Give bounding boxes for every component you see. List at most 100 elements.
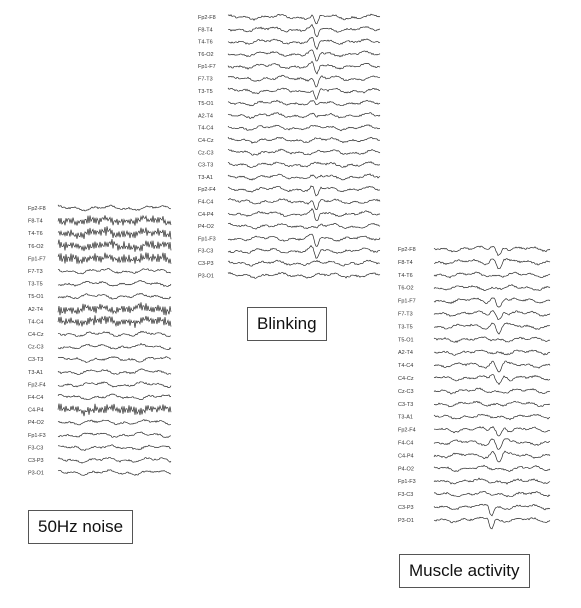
channel-label: T3-A1 <box>28 370 43 376</box>
channel-label: C4-Cz <box>28 332 44 338</box>
eeg-trace <box>57 393 172 401</box>
channel-label: P4-O2 <box>398 466 414 472</box>
channel-label: F3-C3 <box>198 249 213 255</box>
channel-label: Fp2-F4 <box>28 382 46 388</box>
caption-50hz-noise: 50Hz noise <box>28 510 134 544</box>
channel-label: Cz-C3 <box>28 345 44 351</box>
eeg-trace <box>227 245 381 259</box>
eeg-trace <box>227 136 381 144</box>
channel-label: F8-T4 <box>28 219 43 225</box>
channel-label: F7-T3 <box>28 269 43 275</box>
eeg-trace <box>57 444 172 451</box>
eeg-trace <box>57 268 172 275</box>
channel-label: C4-Cz <box>198 138 214 144</box>
channel-label: F7-T3 <box>198 77 213 83</box>
channel-label: C4-P4 <box>28 408 44 414</box>
eeg-trace <box>227 161 381 168</box>
channel-label: P3-O1 <box>398 518 414 524</box>
eeg-trace <box>433 374 551 386</box>
channel-label: C3-T3 <box>198 163 213 169</box>
eeg-trace <box>227 173 381 181</box>
channel-label: T3-T5 <box>28 282 43 288</box>
eeg-trace <box>57 238 172 253</box>
channel-label: T4-C4 <box>198 126 213 132</box>
eeg-trace <box>57 342 172 350</box>
channel-label: Fp1-F3 <box>28 433 46 439</box>
channel-label: C4-P4 <box>198 212 214 218</box>
channel-label: T4-T6 <box>28 231 43 237</box>
eeg-trace <box>433 438 551 450</box>
eeg-traces-muscle-activity: Fp2-F8 F8-T4 T4-T6 T6-O2 Fp1-F7 F7-T3 T3-T5 T5-… <box>398 245 551 530</box>
channel-label: Fp2-F8 <box>198 15 216 21</box>
eeg-trace <box>227 74 381 88</box>
eeg-trace <box>227 259 381 267</box>
eeg-panel-50hz-noise: Fp2-F8 F8-T4 T4-T6 T6-O2 Fp1-F7 F7-T3 T3-T5 T5-… <box>28 198 173 488</box>
eeg-trace <box>57 280 172 287</box>
channel-label: T5-O1 <box>398 337 414 343</box>
channel-label: C4-P4 <box>398 453 414 459</box>
eeg-trace <box>57 456 172 464</box>
channel-label: Fp1-F3 <box>398 479 416 485</box>
eeg-trace <box>57 302 172 316</box>
channel-label: C3-T3 <box>28 357 43 363</box>
channel-label: C3-P3 <box>398 505 414 511</box>
channel-label: Fp2-F8 <box>398 247 416 253</box>
eeg-trace <box>57 419 172 426</box>
eeg-trace <box>433 258 551 270</box>
eeg-trace <box>433 450 551 463</box>
channel-label: T4-C4 <box>398 363 413 369</box>
eeg-trace <box>433 490 551 498</box>
eeg-trace <box>433 360 551 373</box>
channel-label: C3-T3 <box>398 402 413 408</box>
eeg-trace <box>227 23 381 38</box>
channel-label: F7-T3 <box>398 312 413 318</box>
channel-label: Fp2-F4 <box>398 428 416 434</box>
channel-label: T4-T6 <box>198 40 213 46</box>
channel-label: T5-O1 <box>198 101 214 107</box>
eeg-trace <box>227 148 381 156</box>
eeg-trace <box>227 99 381 107</box>
eeg-panel-blinking: Fp2-F8 F8-T4 T4-T6 T6-O2 Fp1-F7 F7-T3 T3-T5 T5-… <box>198 8 383 290</box>
channel-label: Fp2-F8 <box>28 206 46 212</box>
channel-label: P4-O2 <box>198 224 214 230</box>
eeg-trace <box>57 315 172 328</box>
channel-label: C3-P3 <box>28 458 44 464</box>
eeg-trace <box>227 233 381 247</box>
channel-label: F4-C4 <box>28 395 43 401</box>
channel-label: F8-T4 <box>398 260 413 266</box>
eeg-trace <box>57 356 172 363</box>
eeg-trace <box>433 284 551 291</box>
channel-label: Cz-C3 <box>198 150 214 156</box>
channel-label: T6-O2 <box>28 244 44 250</box>
channel-label: C4-Cz <box>398 376 414 382</box>
eeg-trace <box>227 185 381 197</box>
eeg-trace <box>57 431 172 438</box>
channel-label: F3-C3 <box>398 492 413 498</box>
eeg-trace <box>57 226 172 240</box>
channel-label: A2-T4 <box>398 350 413 356</box>
eeg-trace <box>227 49 381 62</box>
eeg-trace <box>433 413 551 421</box>
channel-label: F8-T4 <box>198 27 213 33</box>
eeg-trace <box>227 112 381 119</box>
eeg-trace <box>57 368 172 375</box>
channel-label: C3-P3 <box>198 261 214 267</box>
channel-label: Cz-C3 <box>398 389 414 395</box>
channel-label: T6-O2 <box>198 52 214 58</box>
channel-label: P3-O1 <box>28 471 44 477</box>
eeg-panel-muscle-activity: Fp2-F8 F8-T4 T4-T6 T6-O2 Fp1-F7 F7-T3 T3-T5 T5-… <box>398 242 553 538</box>
channel-label: Fp1-F7 <box>28 256 46 262</box>
eeg-trace <box>227 37 381 51</box>
eeg-trace <box>227 222 381 230</box>
eeg-trace <box>227 60 381 75</box>
channel-label: Fp1-F7 <box>398 299 416 305</box>
channel-label: F4-C4 <box>398 441 413 447</box>
eeg-trace <box>433 477 551 485</box>
eeg-trace <box>433 271 551 279</box>
eeg-trace <box>433 464 551 472</box>
caption-muscle-activity: Muscle activity <box>399 554 530 588</box>
eeg-trace <box>57 403 172 417</box>
eeg-traces-50hz-noise: Fp2-F8 F8-T4 T4-T6 T6-O2 Fp1-F7 F7-T3 T3-T5 T5-… <box>28 204 172 477</box>
eeg-trace <box>433 349 551 356</box>
channel-label: P4-O2 <box>28 420 44 426</box>
